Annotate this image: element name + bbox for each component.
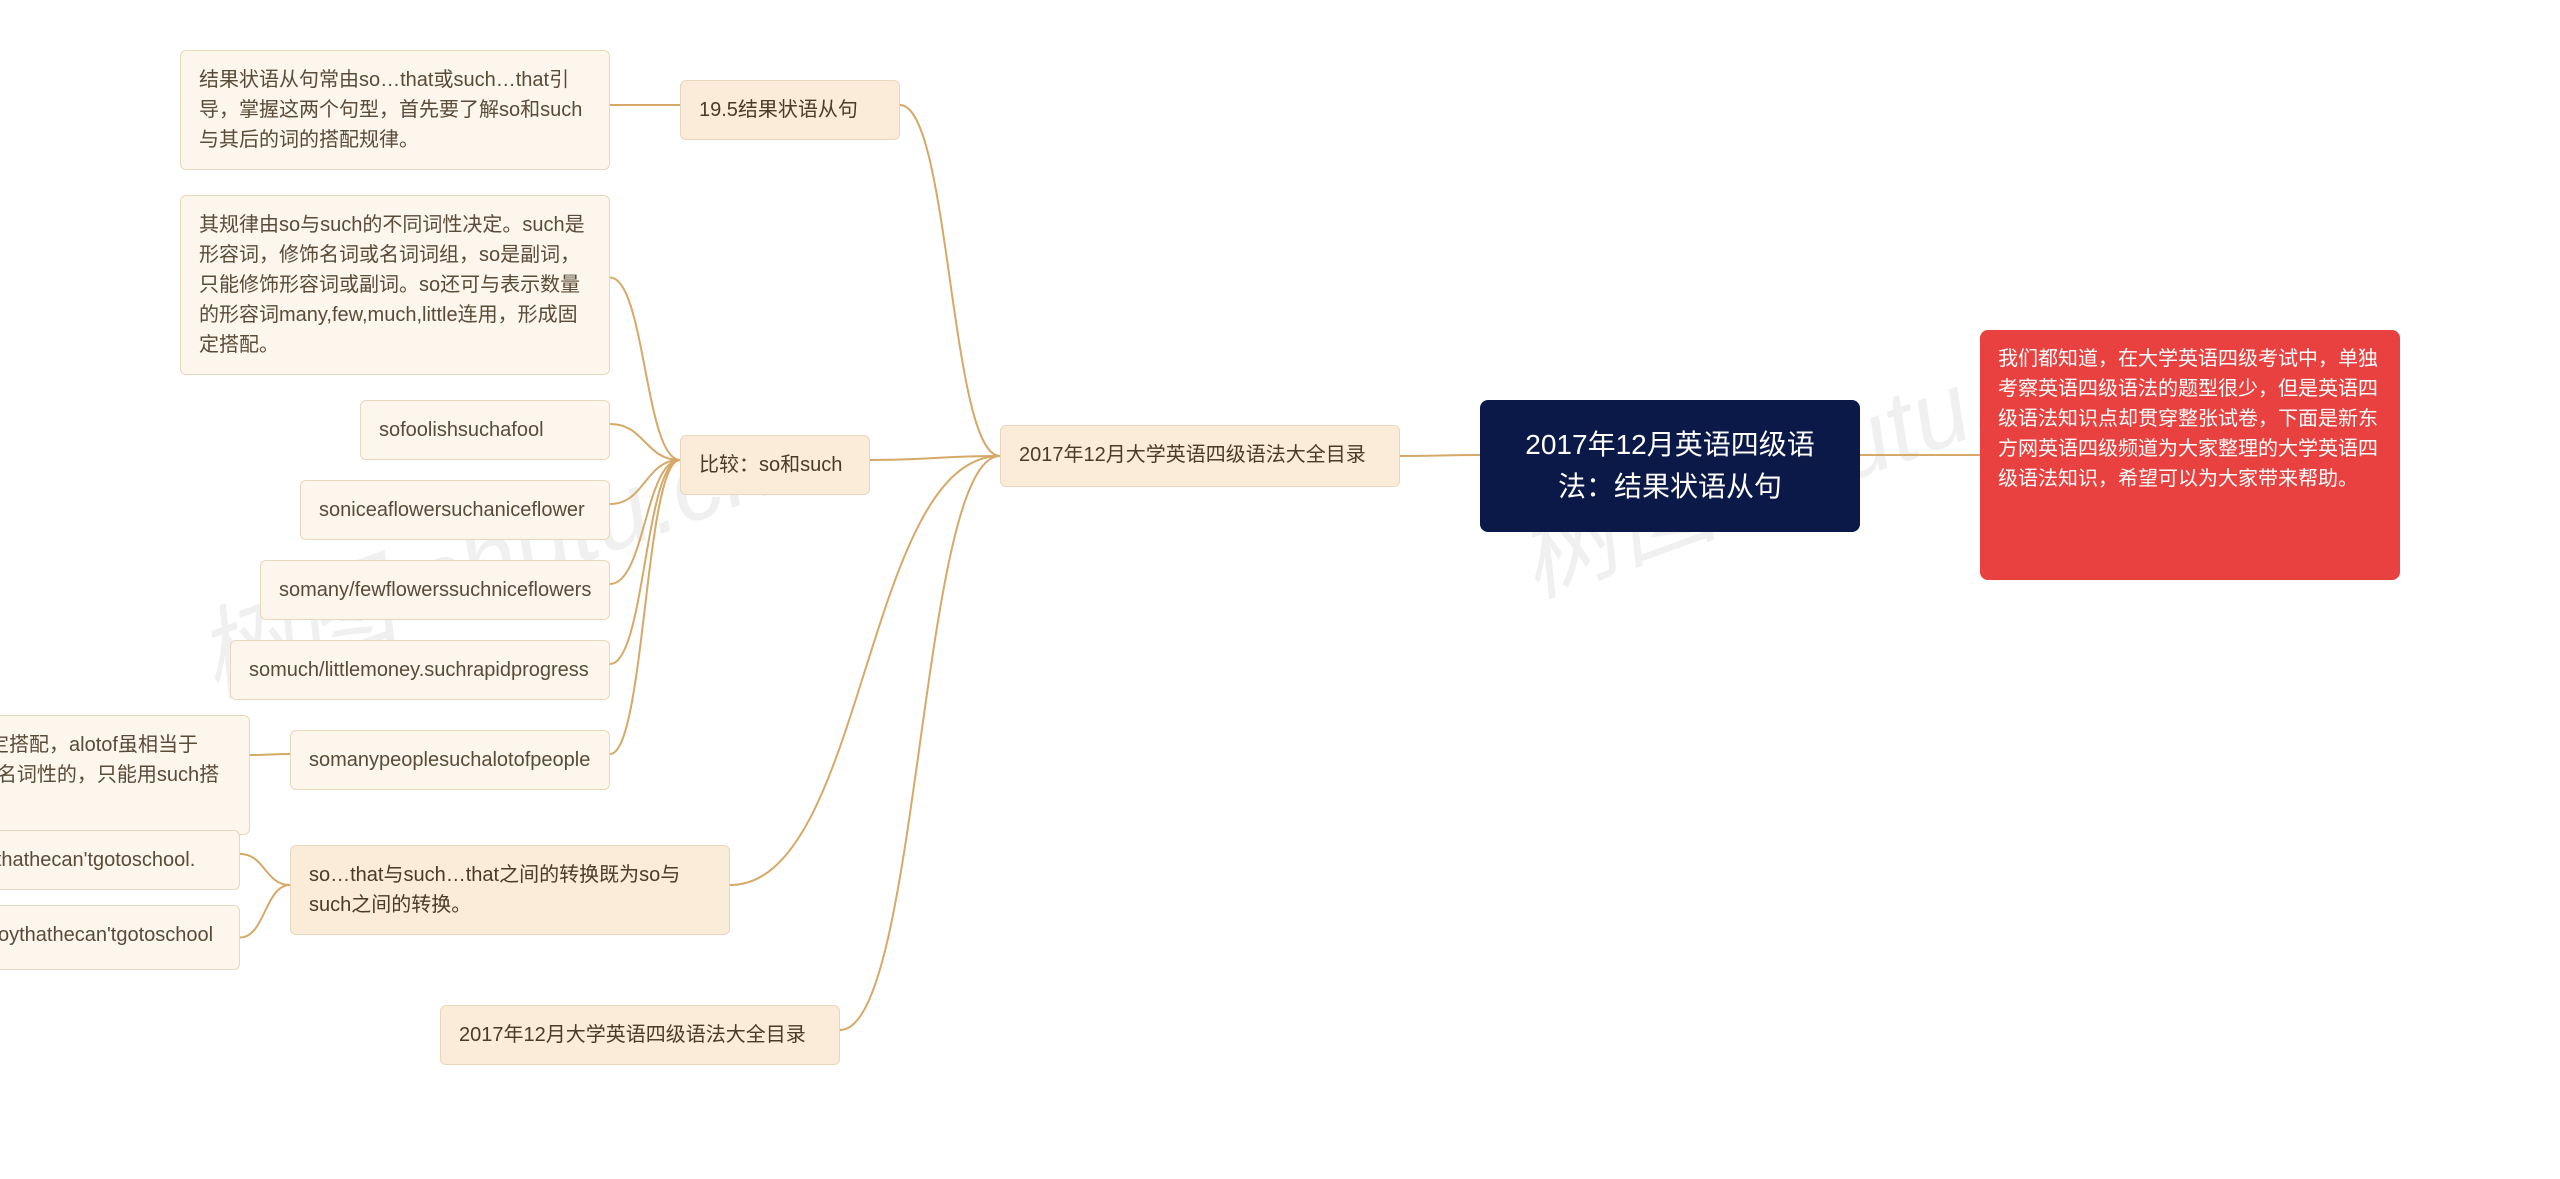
connector — [610, 460, 680, 584]
node-label: 我们都知道，在大学英语四级考试中，单独考察英语四级语法的题型很少，但是英语四级语… — [1998, 348, 2378, 490]
mindmap-node-b4[interactable]: 2017年12月大学英语四级语法大全目录 — [440, 1005, 840, 1065]
mindmap-node-b1[interactable]: 19.5结果状语从句 — [680, 80, 900, 140]
connector — [610, 460, 680, 664]
mindmap-node-b2_6_1[interactable]: （somany已成固定搭配，alotof虽相当于many，但alotof为名词性… — [0, 715, 250, 835]
node-label: 19.5结果状语从句 — [699, 99, 858, 121]
connector — [610, 278, 680, 461]
mindmap-node-b2[interactable]: 比较：so和such — [680, 435, 870, 495]
node-label: 结果状语从句常由so…that或such…that引导，掌握这两个句型，首先要了… — [199, 69, 582, 151]
connector — [610, 424, 680, 460]
node-label: somany/fewflowerssuchniceflowers — [279, 579, 591, 601]
mindmap-node-root[interactable]: 2017年12月英语四级语法：结果状语从句 — [1480, 400, 1860, 532]
node-label: so…that与such…that之间的转换既为so与such之间的转换。 — [309, 864, 680, 916]
mindmap-node-b1_1[interactable]: 结果状语从句常由so…that或such…that引导，掌握这两个句型，首先要了… — [180, 50, 610, 170]
node-label: 2017年12月大学英语四级语法大全目录 — [1019, 444, 1366, 466]
node-label: somanypeoplesuchalotofpeople — [309, 749, 590, 771]
mindmap-node-b2_1[interactable]: 其规律由so与such的不同词性决定。such是形容词，修饰名词或名词词组，so… — [180, 195, 610, 375]
node-label: 其规律由so与such的不同词性决定。such是形容词，修饰名词或名词词组，so… — [199, 214, 585, 356]
mindmap-node-b3_1[interactable]: Theboyissoyoungthathecan'tgotoschool. — [0, 830, 240, 890]
mindmap-node-b2_3[interactable]: soniceaflowersuchaniceflower — [300, 480, 610, 540]
connector — [240, 885, 290, 938]
mindmap-node-b2_6[interactable]: somanypeoplesuchalotofpeople — [290, 730, 610, 790]
connector — [840, 456, 1000, 1030]
node-label: （somany已成固定搭配，alotof虽相当于many，但alotof为名词性… — [0, 734, 219, 816]
mindmap-node-b2_2[interactable]: sofoolishsuchafool — [360, 400, 610, 460]
connector — [610, 460, 680, 754]
connector — [1400, 455, 1480, 456]
node-label: somuch/littlemoney.suchrapidprogress — [249, 659, 589, 681]
mindmap-node-red1[interactable]: 我们都知道，在大学英语四级考试中，单独考察英语四级语法的题型很少，但是英语四级语… — [1980, 330, 2400, 580]
connector — [730, 456, 1000, 885]
node-label: sofoolishsuchafool — [379, 419, 544, 441]
node-label: Heissuchayoungboythathecan'tgotoschool — [0, 924, 213, 946]
node-label: 2017年12月大学英语四级语法大全目录 — [459, 1024, 806, 1046]
connector — [610, 460, 680, 504]
mindmap-node-b2_5[interactable]: somuch/littlemoney.suchrapidprogress — [230, 640, 610, 700]
node-label: Theboyissoyoungthathecan'tgotoschool. — [0, 849, 195, 871]
node-label: 2017年12月英语四级语法：结果状语从句 — [1525, 429, 1814, 502]
mindmap-node-b3_2[interactable]: Heissuchayoungboythathecan'tgotoschool — [0, 905, 240, 970]
connector — [240, 854, 290, 885]
connector — [250, 754, 290, 755]
node-label: soniceaflowersuchaniceflower — [319, 499, 585, 521]
mindmap-node-b3[interactable]: so…that与such…that之间的转换既为so与such之间的转换。 — [290, 845, 730, 935]
connector — [870, 456, 1000, 460]
mindmap-node-toc[interactable]: 2017年12月大学英语四级语法大全目录 — [1000, 425, 1400, 487]
mindmap-node-b2_4[interactable]: somany/fewflowerssuchniceflowers — [260, 560, 610, 620]
connector — [900, 105, 1000, 456]
node-label: 比较：so和such — [699, 454, 842, 476]
